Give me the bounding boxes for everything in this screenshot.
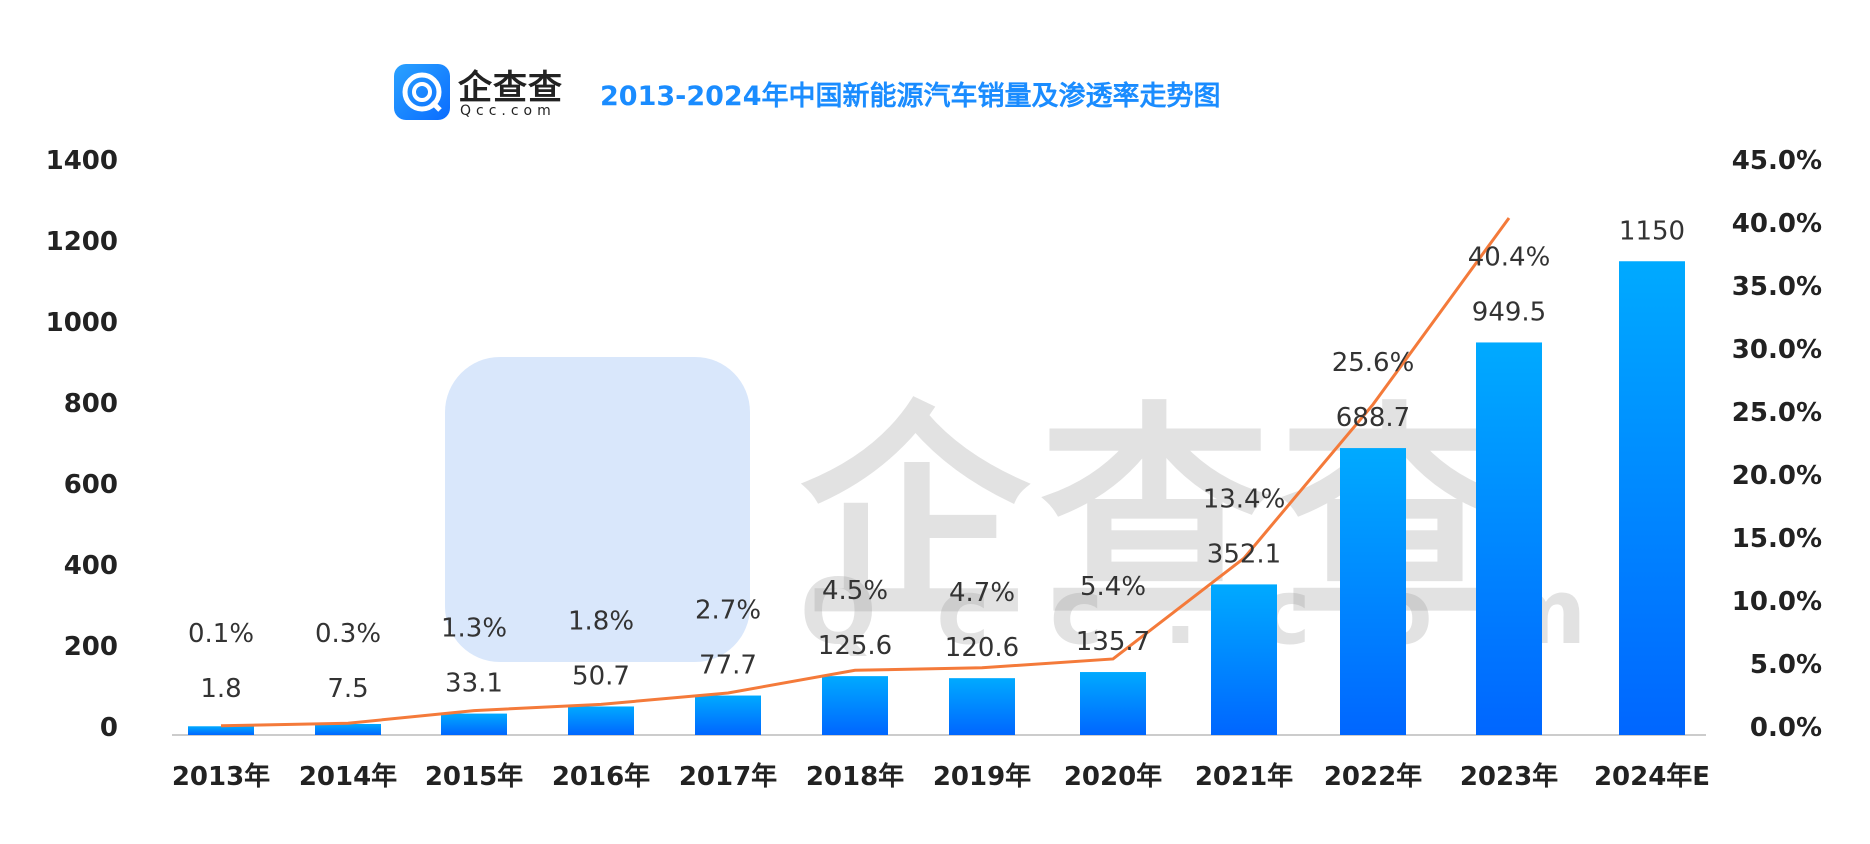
bar-value-label: 1.8: [200, 674, 241, 704]
line-value-label: 2.7%: [695, 596, 761, 626]
bar: [441, 713, 507, 735]
y-right-tick-label: 40.0%: [1732, 209, 1822, 239]
bar-value-label: 949.5: [1472, 297, 1546, 327]
y-right-tick-label: 45.0%: [1732, 146, 1822, 176]
x-tick-label: 2019年: [933, 761, 1031, 792]
bar-value-label: 120.6: [945, 633, 1019, 663]
brand-domain: Qcc.com: [460, 103, 556, 119]
penetration-line: [220, 217, 1511, 728]
brand-name: 企查查: [458, 68, 563, 108]
x-tick-label: 2017年: [679, 761, 777, 792]
x-tick-label: 2021年: [1195, 761, 1293, 792]
watermark-logo: [445, 357, 750, 662]
y-right-tick-label: 30.0%: [1732, 335, 1822, 365]
watermark-domain: Qcc.com: [800, 560, 1646, 665]
x-tick-label: 2013年: [172, 761, 270, 792]
bar-value-label: 50.7: [572, 661, 630, 691]
bar-value-label: 33.1: [445, 669, 503, 699]
y-left-tick-label: 1000: [46, 308, 118, 338]
bar-value-label: 77.7: [699, 651, 757, 681]
line-value-label: 4.5%: [822, 576, 888, 606]
qcc-logo-icon: [394, 64, 450, 120]
bar-value-label: 7.5: [327, 674, 368, 704]
y-right-tick-label: 5.0%: [1750, 650, 1822, 680]
bar: [315, 723, 381, 735]
x-tick-label: 2018年: [806, 761, 904, 792]
y-right-tick-label: 25.0%: [1732, 398, 1822, 428]
line-value-label: 5.4%: [1080, 572, 1146, 602]
bar: [568, 706, 634, 735]
y-right-tick-label: 35.0%: [1732, 272, 1822, 302]
y-left-tick-label: 800: [64, 389, 118, 419]
bar: [949, 678, 1015, 735]
y-left-tick-label: 1400: [46, 146, 118, 176]
bar-value-label: 135.7: [1076, 627, 1150, 657]
bar: [1340, 448, 1406, 735]
y-left-tick-label: 400: [64, 551, 118, 581]
bar: [1476, 342, 1542, 735]
y-left-tick-label: 1200: [46, 227, 118, 257]
x-tick-label: 2023年: [1460, 761, 1558, 792]
line-value-label: 4.7%: [949, 578, 1015, 608]
line-value-label: 1.8%: [568, 606, 634, 636]
bar: [1080, 672, 1146, 735]
line-value-label: 40.4%: [1468, 242, 1551, 272]
bar: [695, 695, 761, 735]
bar-value-label: 125.6: [818, 631, 892, 661]
bar: [822, 676, 888, 735]
bar: [1619, 261, 1685, 735]
y-right-tick-label: 10.0%: [1732, 587, 1822, 617]
line-value-label: 0.3%: [315, 619, 381, 649]
line-value-label: 13.4%: [1203, 484, 1286, 514]
x-tick-label: 2015年: [425, 761, 523, 792]
bar: [1211, 584, 1277, 735]
x-tick-label: 2020年: [1064, 761, 1162, 792]
line-value-label: 0.1%: [188, 619, 254, 649]
bar-value-label: 688.7: [1336, 403, 1410, 433]
y-left-tick-label: 600: [64, 470, 118, 500]
x-tick-label: 2014年: [299, 761, 397, 792]
chart-title: 2013-2024年中国新能源汽车销量及渗透率走势图: [600, 81, 1221, 112]
y-right-tick-label: 0.0%: [1750, 713, 1822, 743]
y-right-tick-label: 20.0%: [1732, 461, 1822, 491]
line-value-label: 25.6%: [1332, 348, 1415, 378]
x-tick-label: 2016年: [552, 761, 650, 792]
y-right-tick-label: 15.0%: [1732, 524, 1822, 554]
y-left-tick-label: 0: [100, 713, 118, 743]
x-tick-label: 2024年E: [1594, 761, 1710, 792]
bar-value-label: 1150: [1619, 216, 1685, 246]
line-value-label: 1.3%: [441, 614, 507, 644]
x-tick-label: 2022年: [1324, 761, 1422, 792]
y-left-tick-label: 200: [64, 632, 118, 662]
bar: [188, 726, 254, 735]
bar-value-label: 352.1: [1207, 539, 1281, 569]
